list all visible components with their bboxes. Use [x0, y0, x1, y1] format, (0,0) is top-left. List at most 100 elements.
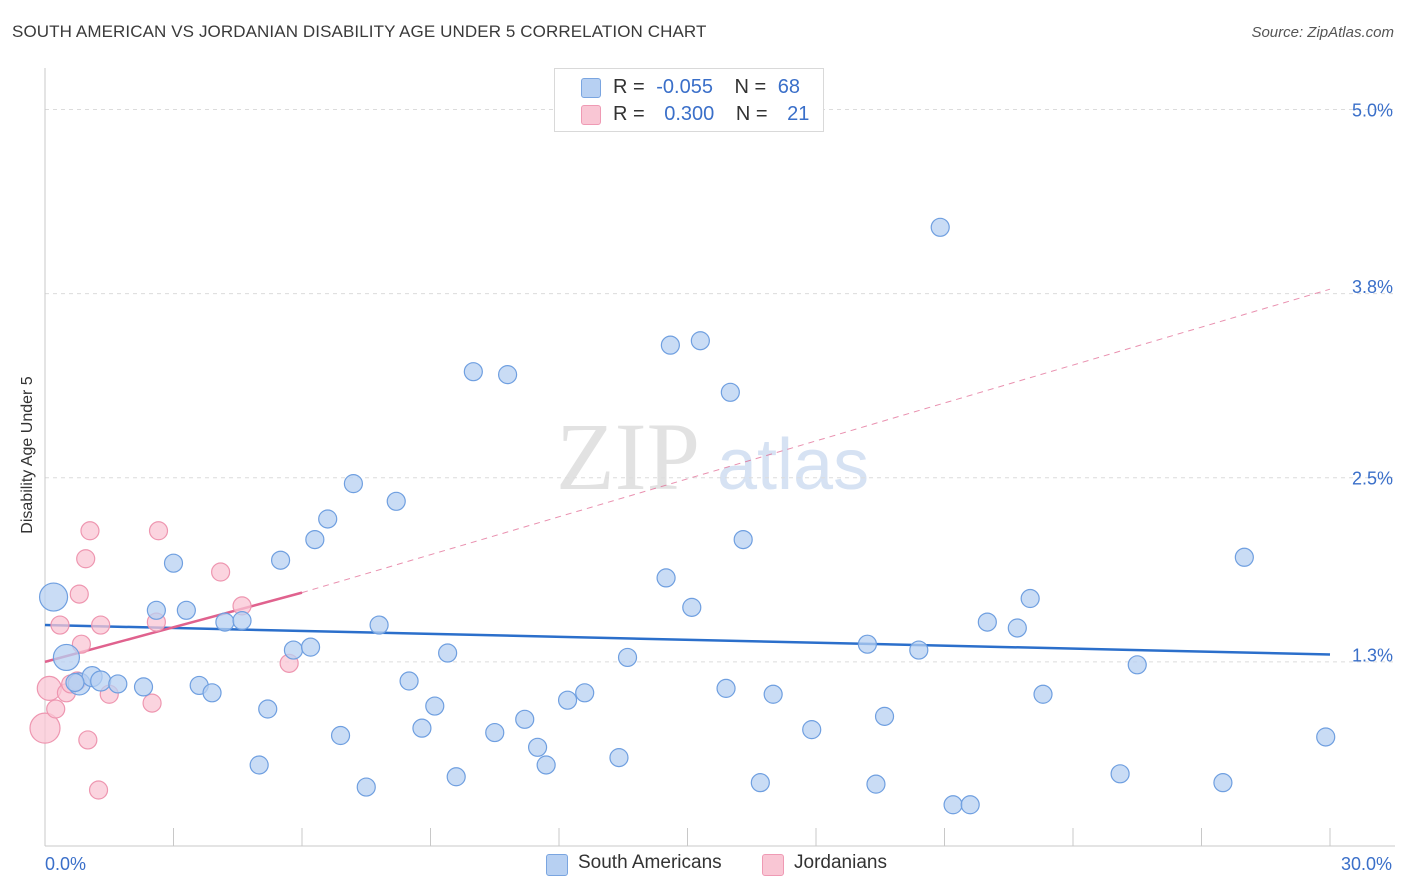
point-south-american: [133, 677, 154, 697]
point-south-american: [943, 795, 963, 815]
point-jordanian: [142, 693, 162, 713]
series-swatch-south-americans: [546, 854, 568, 876]
point-south-american: [609, 748, 629, 768]
correlation-legend: R = -0.055 N = 68 R = 0.300 N = 21: [554, 68, 824, 132]
point-south-american: [536, 755, 556, 775]
point-south-american: [283, 640, 304, 660]
point-south-american: [498, 365, 518, 385]
x-tick-label: 30.0%: [1341, 854, 1392, 874]
point-south-american: [857, 634, 878, 654]
point-south-american: [716, 678, 736, 698]
watermark-atlas: atlas: [717, 425, 869, 505]
point-south-american: [656, 568, 676, 588]
legend-r-label: R =: [613, 103, 645, 125]
grid-layer: [45, 108, 1395, 663]
legend-n-label: N =: [735, 103, 768, 125]
point-south-american: [1316, 727, 1336, 747]
point-south-american: [1213, 773, 1233, 793]
point-jordanian: [148, 521, 169, 541]
points-layer: [29, 217, 1336, 815]
y-tick-label: 5.0%: [1352, 100, 1393, 120]
point-south-american: [1234, 547, 1254, 567]
point-south-american: [909, 640, 929, 660]
point-south-american: [146, 600, 166, 620]
point-south-american: [1033, 684, 1053, 704]
point-south-american: [1007, 618, 1027, 638]
point-south-american: [399, 671, 419, 691]
point-south-american: [38, 582, 69, 612]
point-south-american: [463, 362, 483, 382]
point-south-american: [108, 674, 128, 694]
point-south-american: [960, 795, 980, 815]
point-south-american: [617, 647, 638, 668]
point-south-american: [682, 597, 702, 617]
point-jordanian: [211, 562, 231, 582]
point-south-american: [438, 643, 458, 663]
point-south-american: [660, 335, 680, 355]
legend-r-label: R =: [613, 76, 645, 98]
point-jordanian: [76, 549, 96, 569]
point-south-american: [258, 699, 278, 719]
point-south-american: [343, 474, 363, 494]
x-tick-label: 0.0%: [45, 854, 86, 874]
point-south-american: [557, 690, 578, 710]
point-jordanian: [46, 699, 66, 719]
point-south-american: [356, 777, 376, 797]
point-jordanian: [78, 730, 98, 750]
point-south-american: [270, 550, 291, 570]
point-south-american: [90, 670, 112, 692]
point-south-american: [300, 637, 321, 657]
point-south-american: [733, 529, 753, 550]
point-south-american: [176, 600, 196, 620]
tick-label-layer: 1.3% 2.5% 3.8% 5.0% 0.0% 30.0%: [45, 100, 1393, 874]
y-tick-label: 2.5%: [1352, 469, 1393, 489]
point-south-american: [1127, 655, 1147, 675]
watermark-zip: ZIP: [556, 403, 700, 510]
trend-line-extension: [301, 288, 1331, 594]
point-south-american: [425, 696, 445, 716]
point-south-american: [1110, 764, 1130, 784]
y-tick-label: 1.3%: [1352, 646, 1393, 666]
series-label-south-americans: South Americans: [578, 852, 722, 873]
point-south-american: [515, 709, 535, 729]
point-south-american: [305, 529, 325, 550]
point-jordanian: [29, 712, 61, 744]
point-south-american: [874, 706, 895, 726]
series-swatch-jordanians: [762, 854, 784, 876]
point-jordanian: [88, 780, 109, 800]
y-tick-label: 3.8%: [1352, 277, 1393, 297]
legend-swatch-south-americans: [581, 78, 601, 98]
point-south-american: [485, 722, 505, 743]
point-jordanian: [69, 584, 89, 604]
legend-r-value: -0.055: [656, 76, 713, 98]
legend-swatch-jordanians: [581, 105, 601, 125]
point-south-american: [575, 683, 595, 703]
point-south-american: [527, 737, 548, 757]
point-jordanian: [50, 615, 70, 635]
point-jordanian: [91, 615, 111, 635]
point-jordanian: [80, 521, 100, 541]
legend-n-label: N =: [734, 76, 767, 98]
point-south-american: [1020, 588, 1040, 609]
point-south-american: [930, 217, 950, 237]
point-south-american: [369, 615, 389, 635]
point-south-american: [52, 643, 81, 672]
point-south-american: [866, 774, 886, 794]
chart-title: SOUTH AMERICAN VS JORDANIAN DISABILITY A…: [12, 22, 707, 41]
point-south-american: [977, 612, 997, 632]
point-south-american: [215, 612, 235, 632]
point-south-american: [318, 509, 338, 529]
point-south-american: [163, 553, 184, 573]
point-south-american: [330, 725, 351, 746]
point-south-american: [763, 684, 783, 704]
point-south-american: [690, 331, 710, 351]
point-south-american: [202, 683, 222, 703]
series-label-jordanians: Jordanians: [794, 852, 887, 873]
point-south-american: [802, 720, 822, 740]
point-south-american: [720, 382, 740, 402]
point-south-american: [65, 672, 85, 693]
point-south-american: [412, 718, 432, 738]
point-jordanian: [71, 634, 92, 654]
legend-r-value: 0.300: [664, 103, 715, 125]
